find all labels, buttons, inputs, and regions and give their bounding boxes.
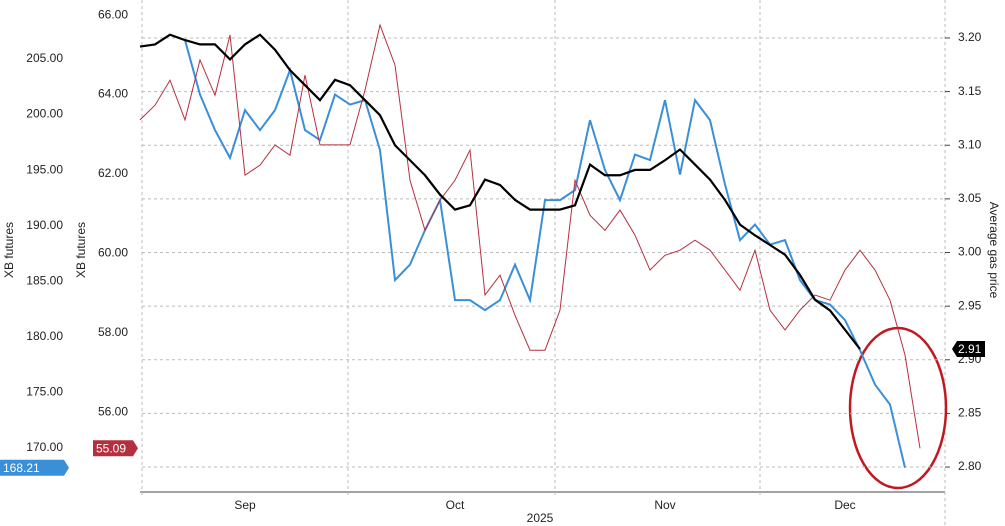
- y2-tick-label: 3.20: [958, 30, 982, 44]
- y-tick-label: 195.00: [26, 162, 63, 176]
- y2-axis-label: Average gas price: [987, 202, 1001, 299]
- end-value-tag: 55.09: [93, 440, 138, 457]
- y2-tick-label: 3.05: [958, 191, 982, 205]
- y3-tick-label: 58.00: [98, 325, 128, 339]
- highlight-circle: [848, 326, 948, 490]
- y2-tick-label: 2.85: [958, 406, 982, 420]
- y-tick-label: 200.00: [26, 107, 63, 121]
- y3-tick-label: 56.00: [98, 404, 128, 418]
- x-tick-label: Sep: [234, 498, 256, 512]
- end-value-box: [93, 440, 138, 457]
- y2-tick-label: 2.80: [958, 459, 982, 473]
- y3-tick-label: 60.00: [98, 246, 128, 260]
- y2-tick-label: 3.00: [958, 245, 982, 259]
- y3-axis-label: XB futures: [74, 222, 88, 278]
- y-tick-label: 180.00: [26, 329, 63, 343]
- y3-tick-label: 62.00: [98, 166, 128, 180]
- end-value-box: [0, 459, 69, 476]
- end-value-box: [952, 341, 985, 358]
- y-axis-label: XB futures: [2, 222, 16, 278]
- y-tick-label: 175.00: [26, 385, 63, 399]
- x-axis-label: 2025: [527, 511, 554, 525]
- end-value-tag: 168.21: [0, 459, 69, 476]
- end-value-label: 168.21: [3, 461, 40, 475]
- x-tick-label: Oct: [446, 498, 465, 512]
- month-dividers: [141, 0, 946, 526]
- y-tick-label: 205.00: [26, 51, 63, 65]
- y3-tick-label: 64.00: [98, 87, 128, 101]
- end-value-label: 55.09: [96, 441, 126, 455]
- series-line: [184, 39, 906, 469]
- y-tick-label: 185.00: [26, 273, 63, 287]
- y2-tick-label: 3.10: [958, 137, 982, 151]
- y2-tick-label: 2.95: [958, 298, 982, 312]
- y-tick-label: 190.00: [26, 218, 63, 232]
- series-line: [139, 33, 861, 350]
- end-value-tag: 2.91: [952, 341, 985, 358]
- end-value-label: 2.91: [958, 342, 982, 356]
- x-tick-label: Nov: [654, 498, 675, 512]
- x-tick-label: Dec: [834, 498, 855, 512]
- y2-tick-label: 3.15: [958, 84, 982, 98]
- y3-tick-label: 66.00: [98, 7, 128, 21]
- series-line: [139, 23, 921, 449]
- y-tick-label: 170.00: [26, 440, 63, 454]
